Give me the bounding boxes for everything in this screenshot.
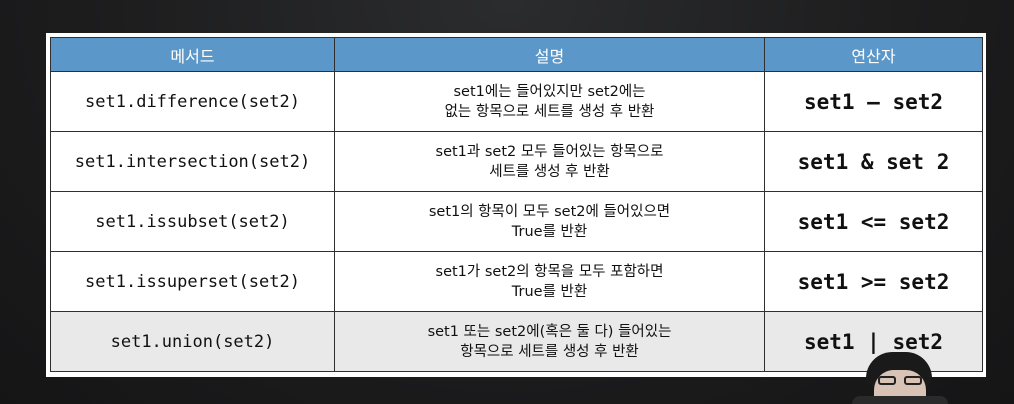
description-line: 없는 항목으로 세트를 생성 후 반환 bbox=[444, 103, 655, 120]
presenter-glasses bbox=[876, 376, 924, 386]
operator-cell: set1 & set 2 bbox=[764, 131, 983, 192]
table-header-row: 메서드 설명 연산자 bbox=[50, 37, 983, 72]
presenter-shoulders bbox=[852, 396, 948, 404]
presenter-webcam-overlay bbox=[852, 352, 948, 404]
description-line: set1과 set2 모두 들어있는 항목으로 bbox=[435, 143, 664, 160]
table-row: set1.union(set2) set1 또는 set2에(혹은 둘 다) 들… bbox=[50, 311, 983, 372]
set-methods-table: 메서드 설명 연산자 set1.difference(set2) set1에는 … bbox=[50, 37, 983, 372]
description-line: 세트를 생성 후 반환 bbox=[489, 163, 610, 180]
description-line: set1 또는 set2에(혹은 둘 다) 들어있는 bbox=[427, 323, 672, 340]
glasses-lens bbox=[878, 376, 896, 385]
description-cell: set1에는 들어있지만 set2에는 없는 항목으로 세트를 생성 후 반환 bbox=[334, 71, 765, 132]
description-cell: set1과 set2 모두 들어있는 항목으로 세트를 생성 후 반환 bbox=[334, 131, 765, 192]
description-line: True를 반환 bbox=[511, 283, 588, 300]
table-row: set1.issuperset(set2) set1가 set2의 항목을 모두… bbox=[50, 251, 983, 312]
description-cell: set1 또는 set2에(혹은 둘 다) 들어있는 항목으로 세트를 생성 후… bbox=[334, 311, 765, 372]
table-row: set1.difference(set2) set1에는 들어있지만 set2에… bbox=[50, 71, 983, 132]
method-cell: set1.issuperset(set2) bbox=[50, 251, 335, 312]
table-row: set1.issubset(set2) set1의 항목이 모두 set2에 들… bbox=[50, 191, 983, 252]
description-line: 항목으로 세트를 생성 후 반환 bbox=[460, 343, 639, 360]
method-cell: set1.union(set2) bbox=[50, 311, 335, 372]
operator-cell: set1 – set2 bbox=[764, 71, 983, 132]
header-operator: 연산자 bbox=[764, 37, 983, 72]
method-cell: set1.issubset(set2) bbox=[50, 191, 335, 252]
description-line: set1가 set2의 항목을 모두 포함하면 bbox=[435, 263, 664, 280]
header-method: 메서드 bbox=[50, 37, 335, 72]
description-line: set1에는 들어있지만 set2에는 bbox=[453, 83, 646, 100]
description-cell: set1가 set2의 항목을 모두 포함하면 True를 반환 bbox=[334, 251, 765, 312]
slide: 메서드 설명 연산자 set1.difference(set2) set1에는 … bbox=[46, 33, 986, 377]
operator-cell: set1 <= set2 bbox=[764, 191, 983, 252]
description-cell: set1의 항목이 모두 set2에 들어있으면 True를 반환 bbox=[334, 191, 765, 252]
description-line: set1의 항목이 모두 set2에 들어있으면 bbox=[428, 203, 671, 220]
method-cell: set1.difference(set2) bbox=[50, 71, 335, 132]
table-row: set1.intersection(set2) set1과 set2 모두 들어… bbox=[50, 131, 983, 192]
description-line: True를 반환 bbox=[511, 223, 588, 240]
header-description: 설명 bbox=[334, 37, 765, 72]
method-cell: set1.intersection(set2) bbox=[50, 131, 335, 192]
glasses-lens bbox=[904, 376, 922, 385]
operator-cell: set1 >= set2 bbox=[764, 251, 983, 312]
